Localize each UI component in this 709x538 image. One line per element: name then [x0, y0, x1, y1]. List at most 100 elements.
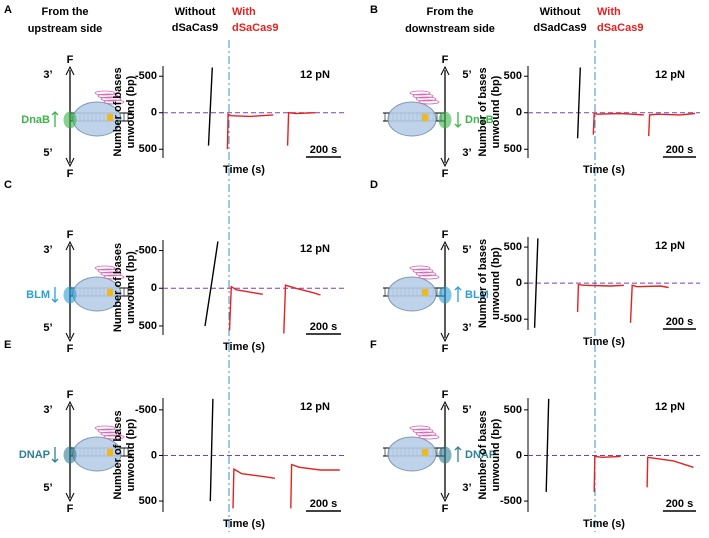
y-axis-label: Number of bases — [477, 410, 489, 499]
y-tick-label: 0 — [516, 107, 522, 119]
panel-header: From the — [426, 6, 473, 18]
strand-end: 3’ — [43, 69, 52, 81]
helicase — [438, 446, 452, 464]
x-axis-label: Time (s) — [223, 341, 265, 353]
strand-end: 3’ — [462, 482, 471, 494]
cas9 — [387, 276, 437, 312]
panel-letter: E — [4, 339, 11, 351]
helicase-label: DnaB — [465, 114, 494, 126]
force-label: F — [67, 229, 74, 241]
arrow — [440, 400, 450, 411]
helicase — [438, 286, 452, 304]
rna — [97, 93, 119, 99]
y-axis-label: Number of bases — [112, 243, 124, 332]
arrow — [440, 240, 450, 251]
y-axis-label: Number of bases — [477, 67, 489, 156]
column-header: dSaCas9 — [172, 22, 218, 34]
scale-bar-label: 200 s — [666, 144, 694, 156]
panel-header: downstream side — [405, 23, 495, 35]
panel-letter: D — [370, 179, 378, 191]
y-tick-label: 0 — [516, 277, 522, 289]
panel-letter: A — [4, 4, 12, 16]
rna — [103, 99, 125, 105]
pam — [422, 289, 428, 296]
rna — [100, 271, 122, 277]
direction-arrow — [454, 446, 462, 462]
arrow — [65, 332, 75, 343]
scale-bar-label: 200 s — [310, 144, 338, 156]
cas9 — [387, 101, 437, 137]
panel-letter: B — [370, 4, 378, 16]
rna — [97, 428, 119, 434]
y-tick-label: -500 — [135, 404, 157, 416]
rna — [415, 96, 437, 102]
force-label: F — [442, 54, 449, 66]
force-label: F — [67, 168, 74, 180]
panel-header: upstream side — [28, 23, 103, 35]
arrow — [65, 492, 75, 503]
force-label: F — [67, 54, 74, 66]
column-header: dSadCas9 — [533, 22, 586, 34]
strand-end: 5’ — [43, 482, 52, 494]
column-header: dSaCas9 — [597, 22, 643, 34]
y-tick-label: 500 — [139, 495, 157, 507]
pam — [422, 114, 428, 121]
helicase-label: DnaB — [21, 114, 50, 126]
helicase — [438, 111, 452, 129]
force-label: F — [442, 229, 449, 241]
rna — [409, 265, 431, 271]
pam — [107, 289, 113, 296]
column-header: Without — [540, 6, 581, 18]
trace — [576, 67, 581, 139]
y-axis-label: unwound (bp) — [490, 247, 502, 320]
annotation: 12 pN — [300, 401, 330, 413]
pam — [422, 449, 428, 456]
strand-end: 5’ — [43, 322, 52, 334]
helicase-label: DNAP — [465, 449, 496, 461]
y-tick-label: 0 — [151, 107, 157, 119]
trace — [646, 456, 694, 488]
rna — [100, 96, 122, 102]
force-label: F — [67, 389, 74, 401]
arrow — [440, 332, 450, 343]
rna — [412, 268, 434, 274]
x-axis-label: Time (s) — [583, 164, 625, 176]
trace — [209, 398, 214, 502]
strand-end: 3’ — [462, 322, 471, 334]
strand-end: 5’ — [43, 147, 52, 159]
helicase-label: BLM — [465, 289, 489, 301]
y-axis-label: unwound (bp) — [490, 418, 502, 491]
y-tick-label: -500 — [135, 244, 157, 256]
cartoon — [63, 240, 132, 343]
strand-end: 5’ — [462, 404, 471, 416]
y-tick-label: 500 — [504, 404, 522, 416]
direction-arrow — [454, 286, 462, 302]
y-tick-label: 0 — [151, 282, 157, 294]
rna — [418, 99, 440, 105]
cartoon — [383, 240, 452, 343]
force-label: F — [442, 168, 449, 180]
trace — [629, 284, 669, 323]
y-tick-label: -500 — [500, 313, 522, 325]
annotation: 12 pN — [300, 69, 330, 81]
strand-end: 3’ — [462, 147, 471, 159]
x-axis-label: Time (s) — [583, 336, 625, 348]
column-header: With — [597, 6, 621, 18]
y-axis-label: Number of bases — [112, 410, 124, 499]
rna — [94, 425, 116, 431]
trace — [226, 113, 274, 150]
strand-end: 5’ — [462, 69, 471, 81]
annotation: 12 pN — [655, 240, 685, 252]
trace — [283, 284, 321, 334]
arrow — [65, 65, 75, 76]
rna — [418, 274, 440, 280]
helicase — [63, 286, 77, 304]
rna — [415, 431, 437, 437]
y-axis-label: unwound (bp) — [125, 418, 137, 491]
annotation: 12 pN — [655, 69, 685, 81]
y-axis-label: Number of bases — [477, 239, 489, 328]
scale-bar-label: 200 s — [666, 316, 694, 328]
strand-end: 5’ — [462, 244, 471, 256]
column-header: Without — [175, 6, 216, 18]
arrow — [65, 240, 75, 251]
